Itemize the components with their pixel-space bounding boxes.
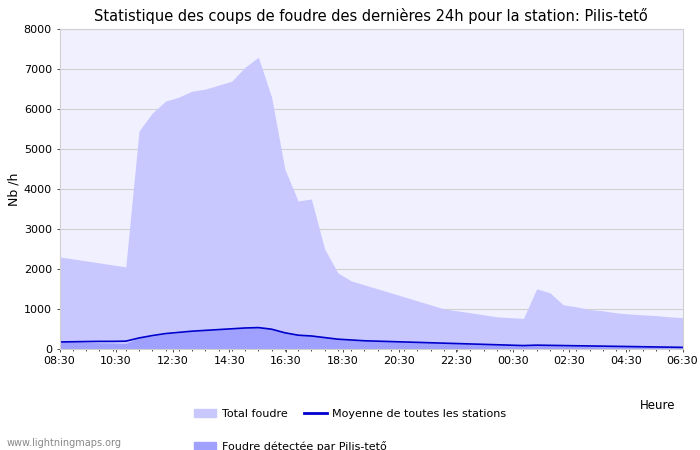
Y-axis label: Nb /h: Nb /h [8,172,21,206]
Text: Heure: Heure [640,399,676,412]
Title: Statistique des coups de foudre des dernières 24h pour la station: Pilis-tető: Statistique des coups de foudre des dern… [94,8,648,24]
Legend: Foudre détectée par Pilis-tető: Foudre détectée par Pilis-tető [190,437,391,450]
Text: www.lightningmaps.org: www.lightningmaps.org [7,438,122,448]
